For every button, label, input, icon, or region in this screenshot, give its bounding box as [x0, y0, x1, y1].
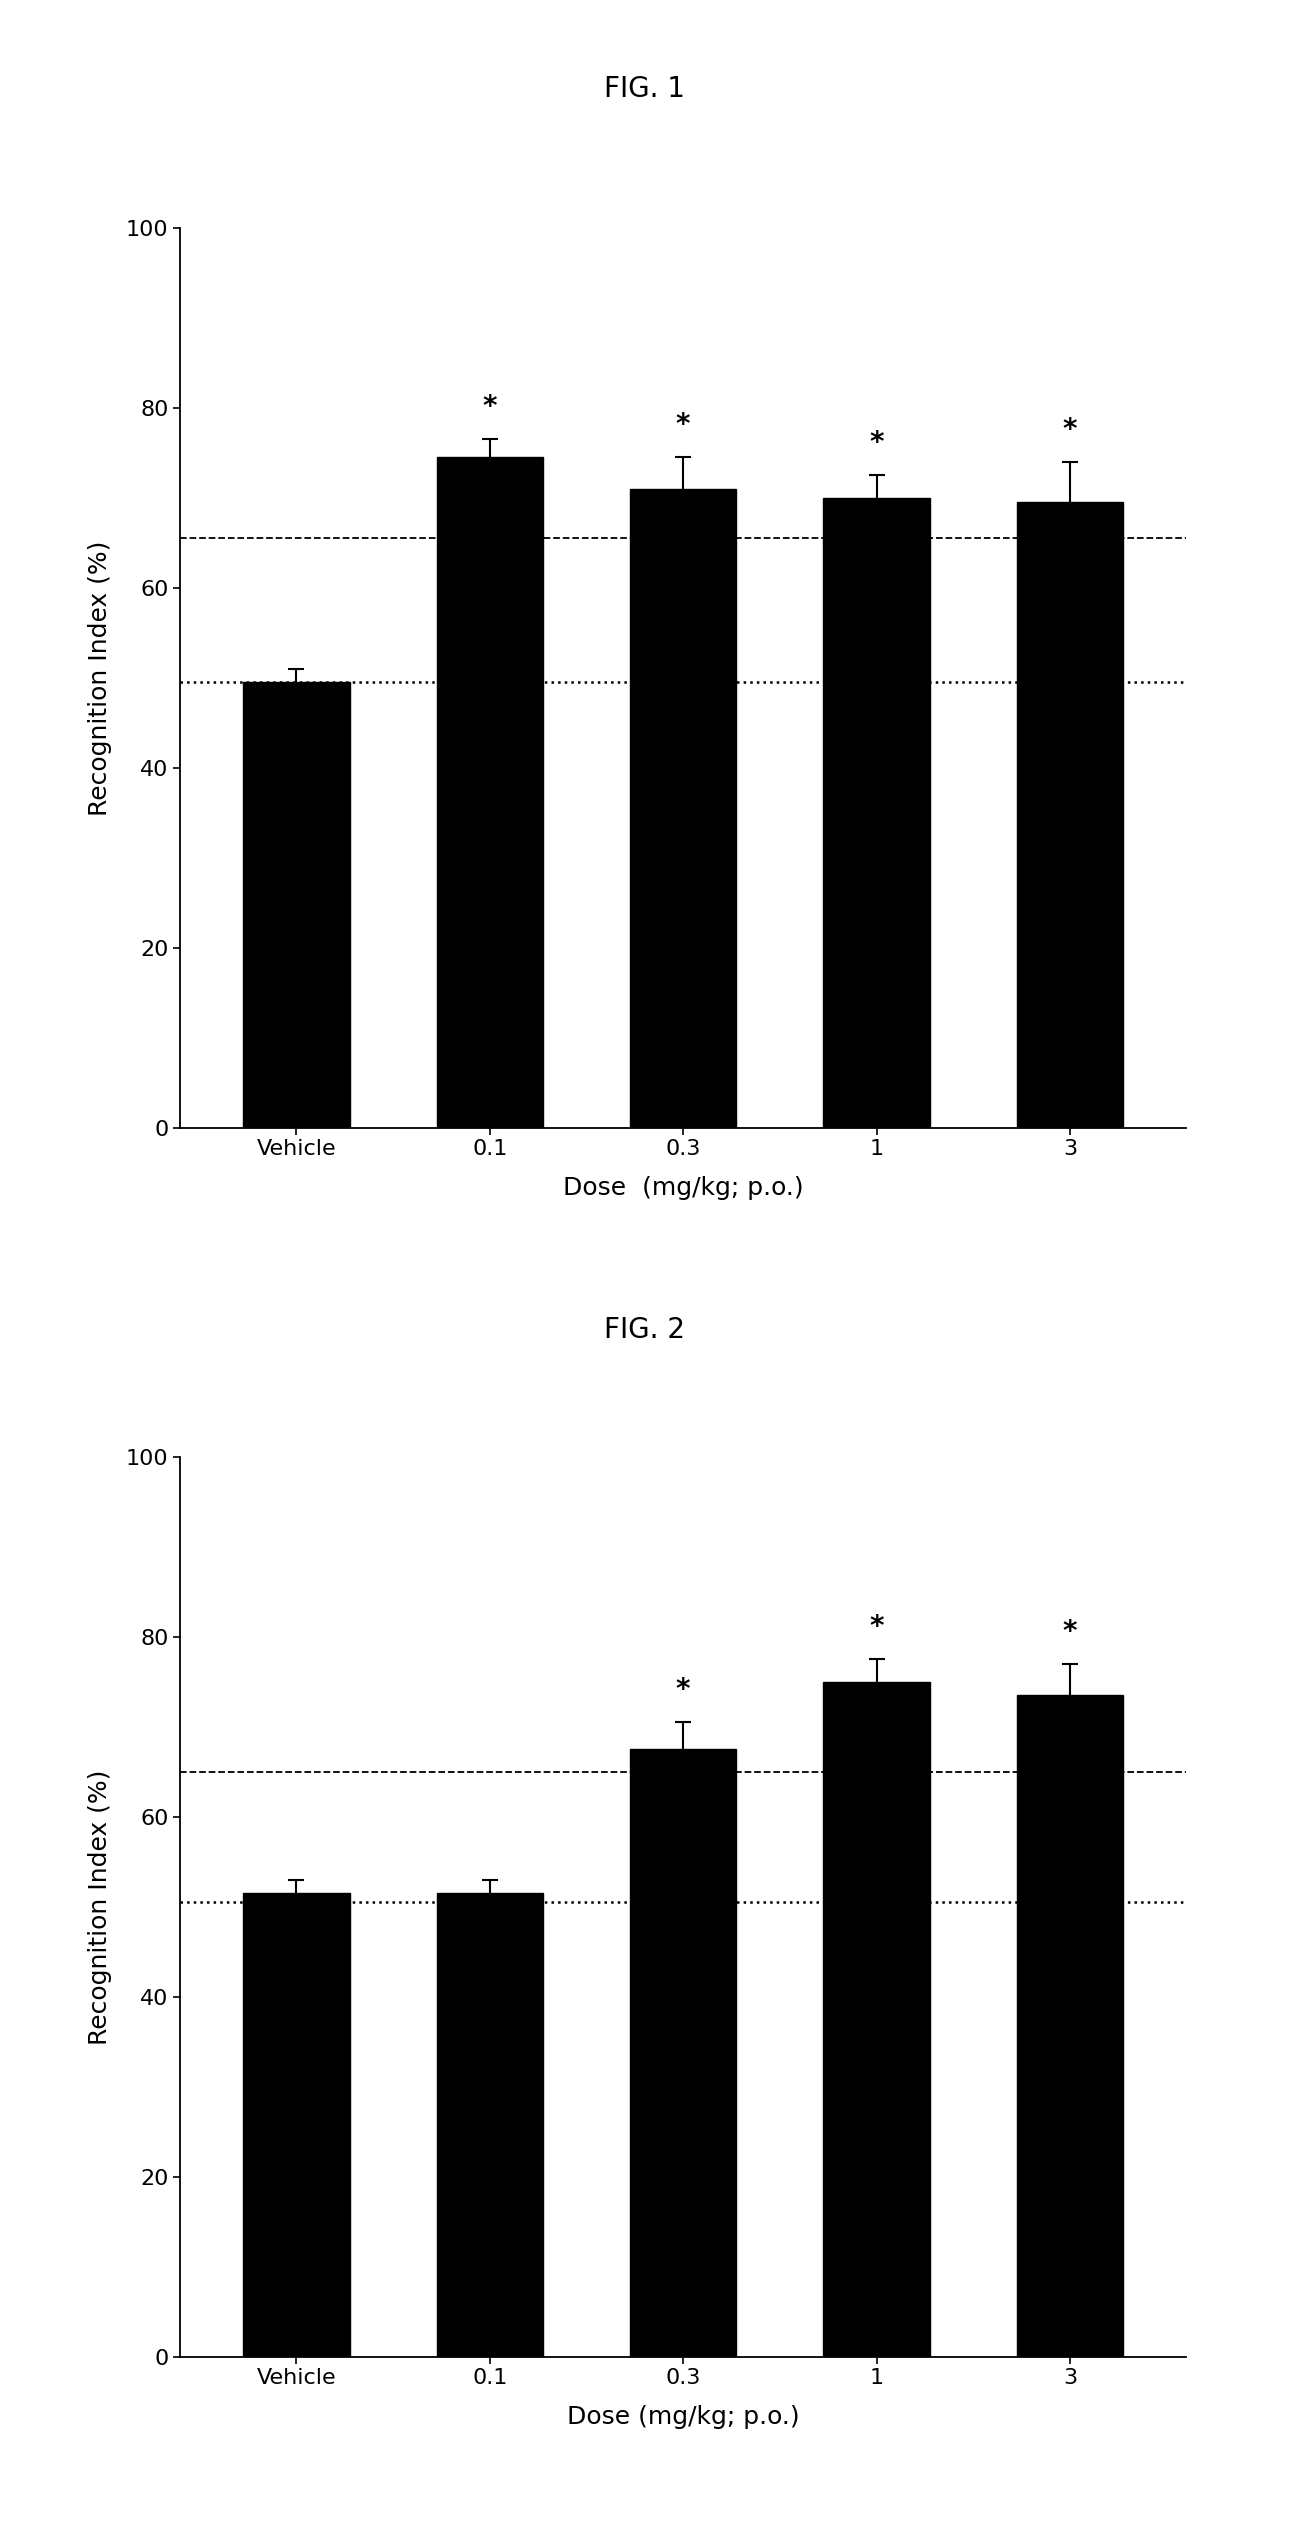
Text: *: * — [1062, 1619, 1078, 1647]
Text: *: * — [869, 1614, 884, 1642]
Y-axis label: Recognition Index (%): Recognition Index (%) — [88, 1769, 112, 2045]
X-axis label: Dose (mg/kg; p.o.): Dose (mg/kg; p.o.) — [567, 2405, 799, 2430]
Bar — [824, 1683, 929, 2357]
Text: *: * — [675, 1678, 691, 1705]
Text: *: * — [869, 428, 884, 459]
Bar — [1017, 502, 1123, 1128]
Text: *: * — [1062, 416, 1078, 443]
Bar — [630, 489, 736, 1128]
Bar — [244, 682, 349, 1128]
X-axis label: Dose  (mg/kg; p.o.): Dose (mg/kg; p.o.) — [563, 1176, 803, 1201]
Text: *: * — [675, 411, 691, 438]
Text: FIG. 2: FIG. 2 — [605, 1315, 684, 1346]
Text: *: * — [482, 393, 498, 421]
Y-axis label: Recognition Index (%): Recognition Index (%) — [88, 540, 112, 816]
Text: FIG. 1: FIG. 1 — [605, 73, 684, 104]
Bar — [437, 1893, 543, 2357]
Bar — [244, 1893, 349, 2357]
Bar — [437, 459, 543, 1128]
Bar — [630, 1748, 736, 2357]
Bar — [1017, 1695, 1123, 2357]
Bar — [824, 497, 929, 1128]
